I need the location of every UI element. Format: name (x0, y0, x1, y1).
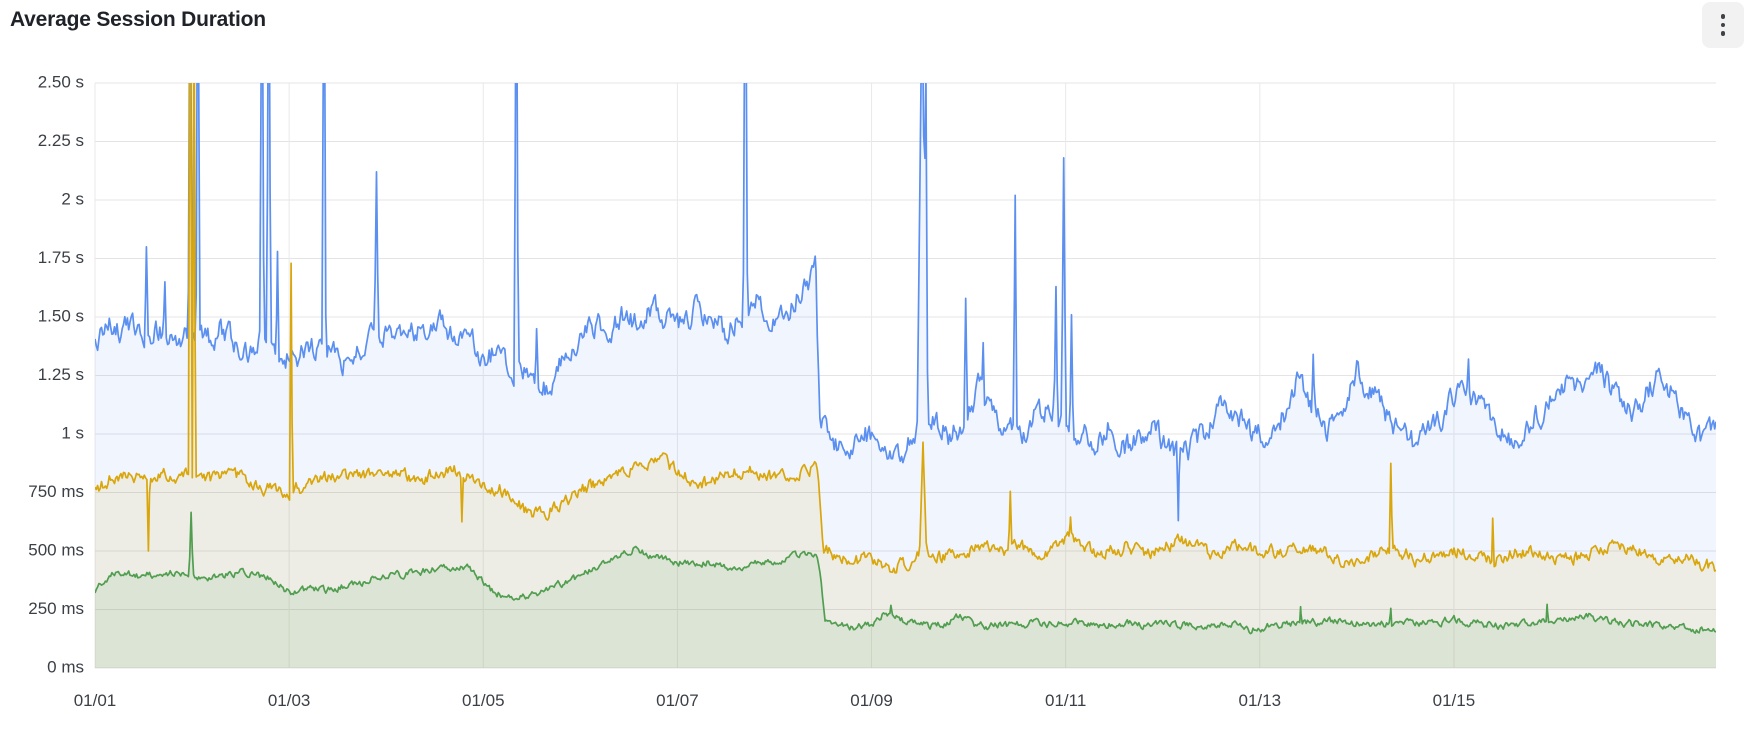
x-axis-tick-label: 01/03 (268, 691, 311, 710)
series-line-blue (95, 83, 1716, 522)
panel-header: Average Session Duration (0, 0, 1746, 48)
chart-area[interactable]: 0 ms 250 ms 500 ms 750 ms 1 s 1.25 s 1.50 s 1.7… (0, 48, 1746, 734)
x-axis-tick-label: 01/11 (1045, 691, 1086, 710)
kebab-vertical-icon (1720, 14, 1726, 36)
y-axis-tick-label: 0 ms (47, 657, 84, 676)
y-axis-tick-label: 1 s (61, 423, 84, 442)
x-axis-tick-label: 01/13 (1239, 691, 1282, 710)
y-axis-tick-label: 1.25 s (38, 365, 84, 384)
y-axis-tick-label: 2 s (61, 189, 84, 208)
y-axis-tick-label: 750 ms (28, 482, 84, 501)
axis-labels: 0 ms 250 ms 500 ms 750 ms 1 s 1.25 s 1.50 s 1.7… (28, 72, 1475, 710)
series-line-green (95, 511, 1716, 635)
x-axis-tick-label: 01/07 (656, 691, 699, 710)
series-line-yellow (95, 83, 1716, 574)
y-axis-tick-label: 500 ms (28, 540, 84, 559)
y-axis-tick-label: 250 ms (28, 599, 84, 618)
x-axis-tick-label: 01/01 (74, 691, 117, 710)
x-axis-tick-label: 01/05 (462, 691, 505, 710)
y-axis-tick-label: 2.50 s (38, 72, 84, 91)
y-axis-tick-label: 1.50 s (38, 306, 84, 325)
x-axis-tick-label: 01/15 (1433, 691, 1476, 710)
y-axis-tick-label: 1.75 s (38, 248, 84, 267)
panel-title: Average Session Duration (10, 8, 266, 31)
y-axis-tick-label: 2.25 s (38, 131, 84, 150)
grid (94, 82, 1716, 669)
x-axis-tick-label: 01/09 (850, 691, 893, 710)
series-fill-yellow (95, 83, 1716, 668)
series-fill-blue (95, 83, 1716, 668)
panel-menu-button[interactable] (1702, 2, 1744, 48)
time-series-chart[interactable]: 0 ms 250 ms 500 ms 750 ms 1 s 1.25 s 1.50 s 1.7… (0, 48, 1746, 734)
series-fill-green (95, 512, 1716, 668)
